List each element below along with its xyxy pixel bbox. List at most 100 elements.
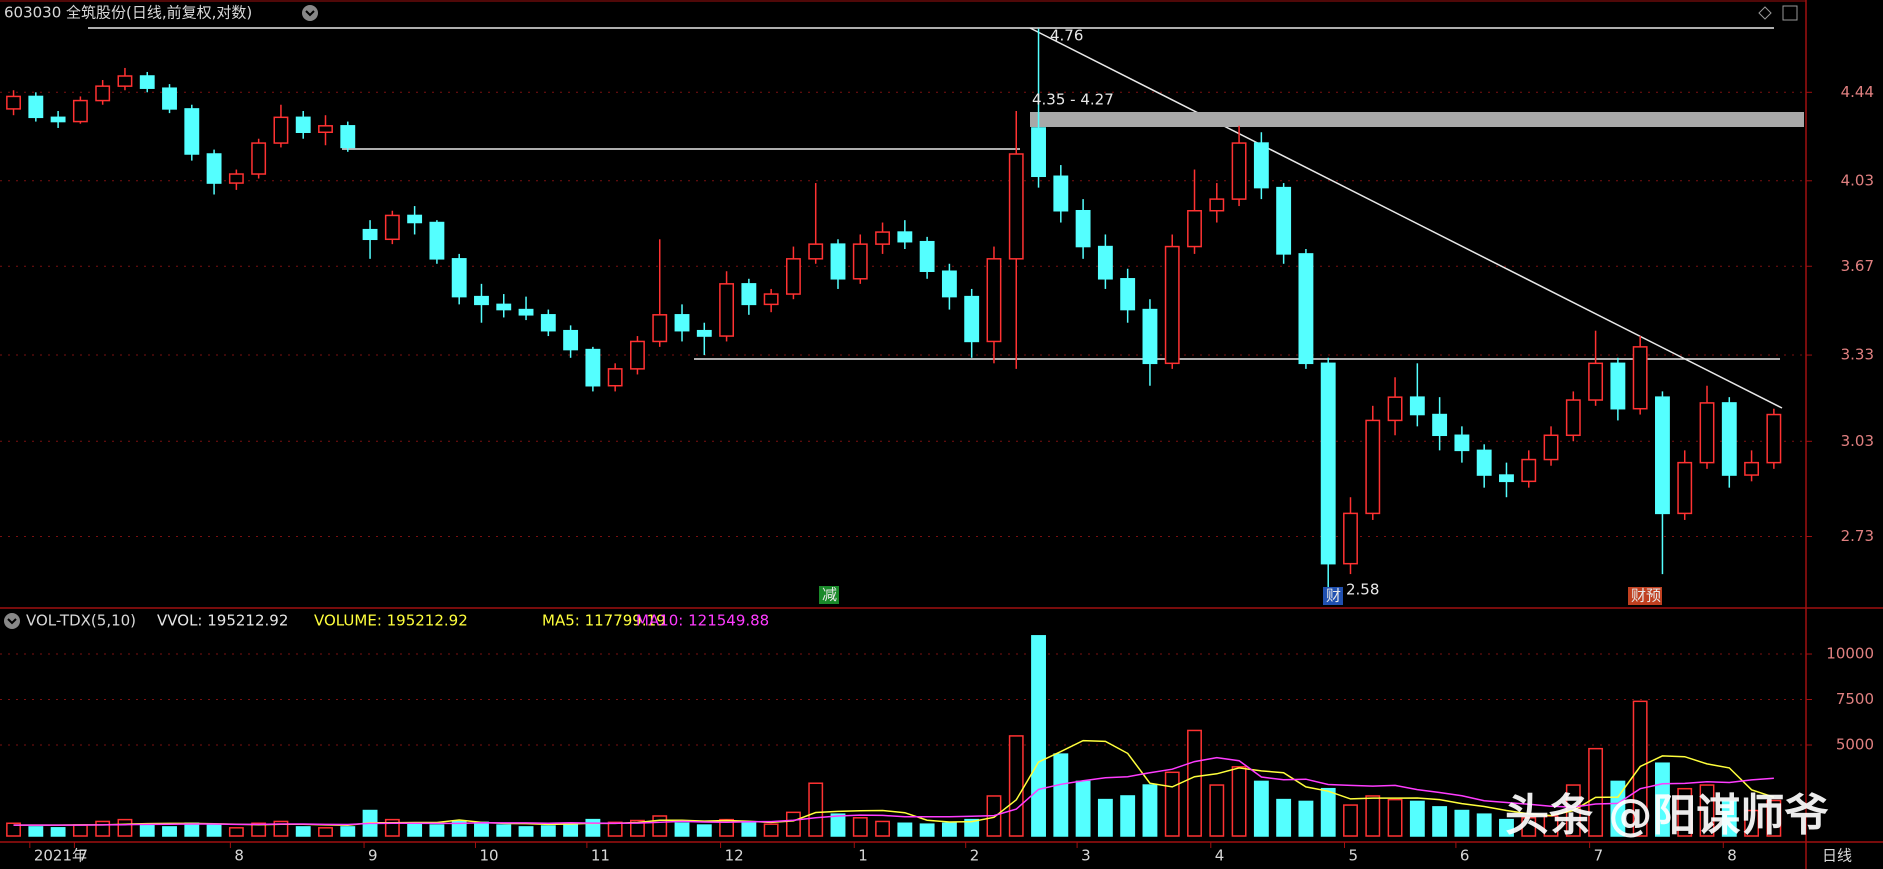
menu-icon[interactable] (4, 613, 20, 629)
candle-body (607, 368, 623, 387)
candle-body (1744, 461, 1760, 476)
volume-bar (852, 817, 868, 837)
volume-bar (1164, 771, 1180, 837)
x-tick-label: 3 (1081, 847, 1091, 865)
volume-bar (652, 815, 668, 837)
candle-body (652, 314, 668, 343)
candle-body (1543, 434, 1559, 461)
y-tick-label: 3.33 (1841, 346, 1874, 364)
x-tick-label: 8 (234, 847, 244, 865)
menu-arrow (7, 618, 17, 625)
candle-body (830, 243, 846, 280)
candle-body (719, 283, 735, 337)
candle-body (72, 99, 88, 123)
volume-bar (273, 820, 289, 837)
annotation-badge (1628, 587, 1662, 605)
candle-body (206, 153, 222, 184)
window-icon[interactable] (1782, 5, 1798, 21)
candle-body (1565, 399, 1581, 437)
volume-bar (206, 824, 222, 837)
menu-icon[interactable] (302, 5, 318, 21)
candle-body (630, 340, 645, 370)
annotation: 财预 (1631, 587, 1661, 605)
x-tick-label: 10 (479, 847, 498, 865)
volume-bar (741, 822, 757, 837)
indicator-label: VVOL: 195212.92 (157, 612, 288, 630)
volume-bar (674, 822, 690, 837)
candle-body (1454, 434, 1470, 452)
candle-body (741, 283, 757, 306)
candle-body (1231, 142, 1247, 200)
annotation: 2.58 (1346, 581, 1379, 599)
volume-bar (1031, 635, 1046, 837)
candle-body (318, 125, 333, 133)
chart-title: 603030 全筑股份(日线,前复权,对数) (4, 4, 252, 22)
annotation: 4.35 - 4.27 (1032, 91, 1114, 109)
volume-bar (1699, 784, 1715, 837)
candle-body (1610, 362, 1626, 410)
volume-bar (785, 811, 801, 837)
annotation-badge (1323, 587, 1343, 605)
volume-bar (1120, 795, 1136, 837)
candle-body (1142, 308, 1158, 365)
candle-body (696, 329, 712, 337)
volume-bar (1588, 747, 1604, 837)
volume-bar (295, 826, 311, 837)
y-tick-label: 2.73 (1841, 527, 1874, 545)
volume-bar (1409, 800, 1425, 837)
candle-body (1164, 245, 1180, 365)
candle-body (139, 75, 155, 89)
trend-line (1029, 27, 1783, 409)
candle-body (540, 314, 556, 332)
volume-bar (630, 819, 645, 837)
volume-bar (184, 822, 200, 837)
x-tick-label: 2021年 (34, 847, 87, 865)
indicator-label: MA10: 121549.88 (636, 612, 769, 630)
candle-body (95, 85, 111, 102)
period-label: 日线 (1822, 847, 1852, 865)
candle-body (1521, 458, 1537, 483)
x-tick-label: 1 (858, 847, 868, 865)
candle-body (1008, 153, 1024, 260)
candle-body (1409, 396, 1425, 416)
volume-bar (1766, 799, 1782, 837)
volume-bar (1655, 762, 1670, 837)
candle-body (1677, 461, 1693, 515)
volume-bar (340, 826, 356, 837)
volume-bar (1187, 729, 1202, 837)
candle-body (429, 221, 445, 260)
volume-bar (1476, 813, 1492, 837)
candle-body (518, 308, 534, 316)
x-tick-label: 7 (78, 847, 88, 865)
volume-bar (6, 822, 21, 837)
volume-bar (1053, 753, 1069, 837)
volume-bar (1432, 806, 1448, 837)
candle-body (964, 295, 980, 343)
candle-body (585, 348, 601, 387)
draw-icon[interactable] (1758, 6, 1772, 20)
candle-body (941, 270, 957, 298)
annotation: 财 (1326, 587, 1341, 605)
candle-body (474, 295, 489, 306)
volume-bar (117, 818, 133, 837)
candle-body (1276, 186, 1292, 255)
candle-body (1343, 512, 1358, 565)
candle-body (1499, 474, 1514, 483)
volume-bar (1276, 798, 1292, 837)
candle-body (1699, 402, 1715, 464)
volume-bar (964, 818, 980, 837)
candle-body (1075, 209, 1091, 248)
volume-bar (72, 824, 88, 837)
volume-bar (50, 827, 66, 837)
candle-body (1365, 419, 1381, 515)
candle-body (875, 231, 890, 245)
candle-body (1655, 396, 1670, 515)
candle-body (897, 231, 913, 243)
volume-bar (1632, 700, 1648, 837)
volume-bar (1521, 817, 1537, 837)
volume-bar (897, 822, 913, 837)
volume-bar (875, 820, 890, 837)
candle-body (251, 142, 267, 175)
